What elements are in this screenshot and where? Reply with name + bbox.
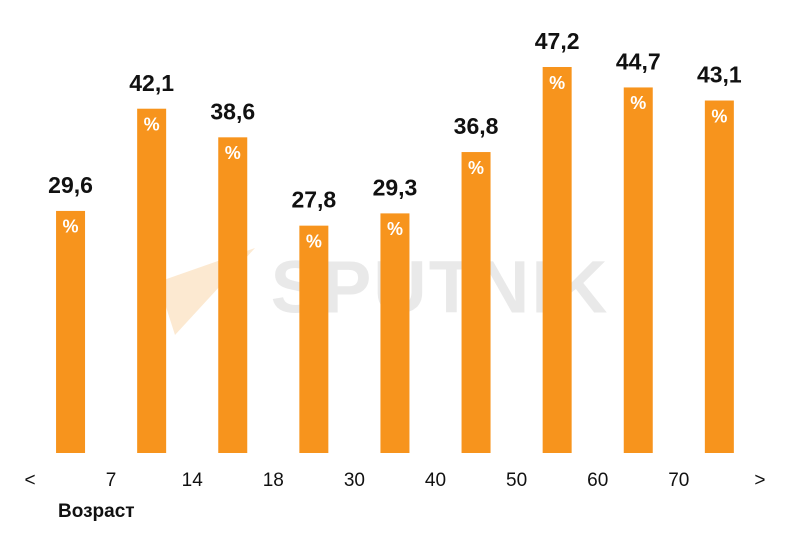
- value-label: 29,3: [373, 174, 418, 200]
- x-tick-label: 40: [425, 470, 446, 491]
- value-label: 44,7: [616, 49, 661, 75]
- unit-label: %: [306, 231, 322, 251]
- unit-label: %: [63, 217, 79, 237]
- bar: [299, 225, 329, 453]
- value-label: 38,6: [210, 98, 255, 124]
- value-label: 29,6: [48, 172, 93, 198]
- bar: [137, 108, 167, 453]
- unit-label: %: [468, 158, 484, 178]
- unit-label: %: [387, 219, 403, 239]
- x-tick-label: 14: [182, 470, 204, 491]
- value-label: 27,8: [291, 187, 336, 213]
- x-tick-label: <: [24, 470, 35, 491]
- x-tick-label: 30: [344, 470, 365, 491]
- value-label: 42,1: [129, 70, 174, 96]
- value-label: 36,8: [454, 113, 499, 139]
- bar: [461, 152, 491, 453]
- x-tick-label: 7: [106, 470, 117, 491]
- unit-label: %: [711, 106, 727, 126]
- bar: [218, 137, 248, 453]
- x-axis-label: Возраст: [58, 501, 135, 522]
- unit-label: %: [630, 93, 646, 113]
- value-label: 47,2: [535, 28, 580, 54]
- bar: [623, 87, 653, 453]
- x-tick-label: >: [754, 470, 765, 491]
- x-tick-label: 18: [263, 470, 284, 491]
- bar: [380, 213, 410, 453]
- bar: [704, 100, 734, 453]
- unit-label: %: [144, 114, 160, 134]
- x-tick-label: 50: [506, 470, 527, 491]
- bar: [542, 67, 572, 453]
- bar: [56, 210, 86, 453]
- x-tick-label: 60: [587, 470, 608, 491]
- unit-label: %: [549, 73, 565, 93]
- x-tick-label: 70: [668, 470, 689, 491]
- value-label: 43,1: [697, 62, 742, 88]
- unit-label: %: [225, 143, 241, 163]
